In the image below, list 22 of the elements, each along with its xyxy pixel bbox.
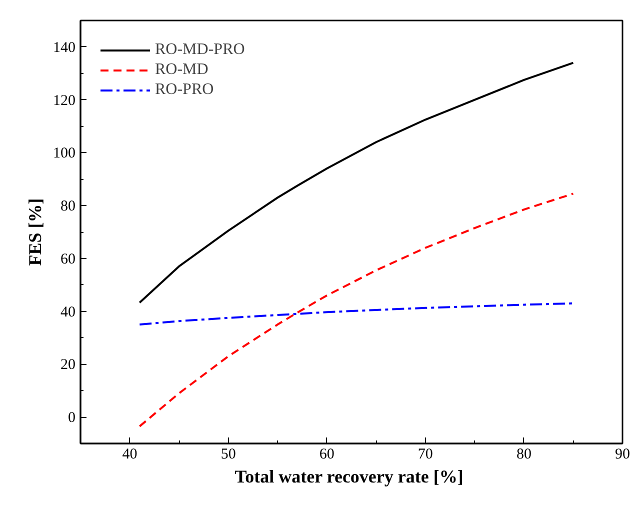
y-tick-label: 20 bbox=[60, 357, 76, 374]
x-tick-label: 50 bbox=[220, 446, 236, 462]
x-tick-label: 90 bbox=[615, 446, 630, 462]
legend-label: RO-PRO bbox=[155, 81, 214, 99]
y-tick-label: 80 bbox=[60, 198, 76, 215]
x-axis-title: Total water recovery rate [%] bbox=[234, 466, 464, 486]
y-tick-label: 140 bbox=[53, 40, 76, 56]
x-tick-label: 60 bbox=[319, 446, 334, 462]
line-series bbox=[138, 192, 574, 428]
x-tick-label: 70 bbox=[418, 446, 433, 462]
x-tick-label: 40 bbox=[122, 446, 138, 462]
legend-label: RO-MD bbox=[155, 61, 208, 79]
y-tick-label: 0 bbox=[68, 410, 76, 426]
y-tick-label: 40 bbox=[60, 304, 76, 320]
line-series bbox=[138, 302, 574, 326]
legend-label: RO-MD-PRO bbox=[155, 41, 245, 59]
y-axis-title: FES [%] bbox=[25, 198, 45, 266]
y-tick-label: 100 bbox=[53, 146, 76, 162]
y-tick-label: 120 bbox=[53, 92, 76, 109]
x-tick-label: 80 bbox=[516, 446, 532, 462]
y-tick-label: 60 bbox=[60, 251, 76, 268]
line-series bbox=[138, 62, 574, 304]
